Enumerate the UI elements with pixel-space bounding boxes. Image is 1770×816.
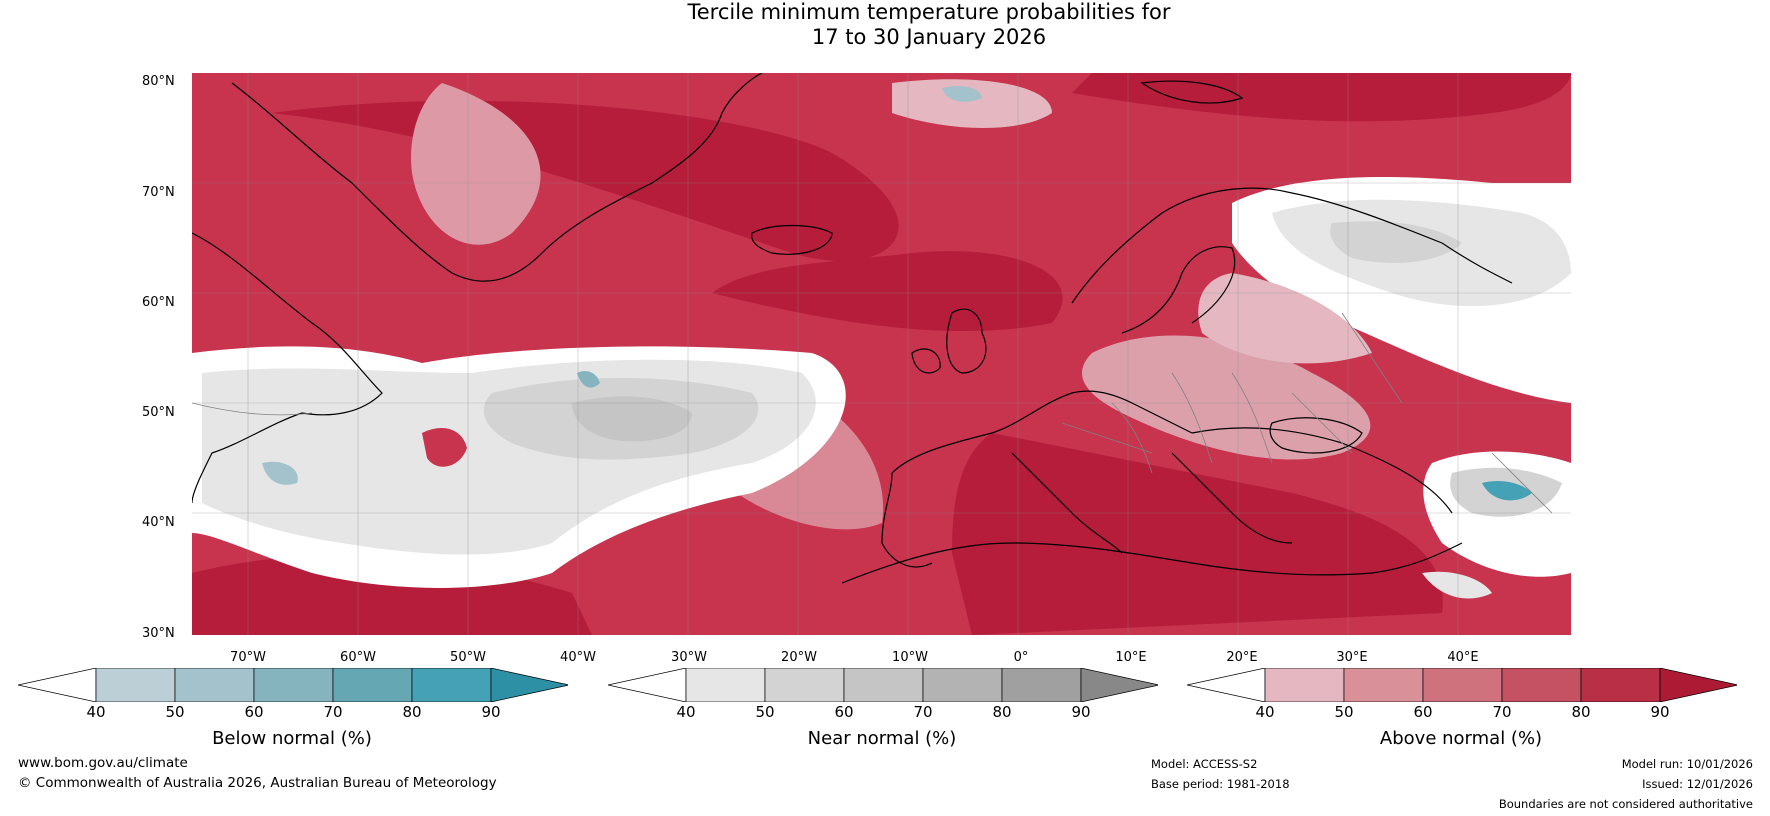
- probability-map: [192, 73, 1571, 635]
- lon-label-30e: 30°E: [1336, 650, 1368, 665]
- colorbar-segment: [922, 668, 1003, 702]
- colorbar-extend-high: [490, 668, 568, 702]
- colorbar-segment: [843, 668, 924, 702]
- colorbar-tick-label: 40: [676, 703, 696, 721]
- colorbar-tick-label: 50: [755, 703, 775, 721]
- colorbar-extend-high: [1080, 668, 1158, 702]
- colorbar-tick-label: 90: [1650, 703, 1670, 721]
- colorbar-segment: [174, 668, 255, 702]
- lat-label-70n: 70°N: [142, 185, 175, 200]
- footer-disclaimer: Boundaries are not considered authoritat…: [1498, 797, 1753, 811]
- title-line-1: Tercile minimum temperature probabilitie…: [687, 0, 1171, 24]
- colorbar-segment: [764, 668, 845, 702]
- colorbar-tick-label: 70: [1492, 703, 1512, 721]
- colorbar-extend-low: [18, 668, 97, 702]
- colorbar-tick-label: 60: [834, 703, 854, 721]
- colorbar-tick-label: 90: [481, 703, 501, 721]
- colorbar-extend-high: [1659, 668, 1737, 702]
- lon-label-20e: 20°E: [1226, 650, 1258, 665]
- lat-label-80n: 80°N: [142, 74, 175, 89]
- footer-model: Model: ACCESS-S2: [1151, 757, 1258, 771]
- colorbar-tick-label: 80: [1571, 703, 1591, 721]
- legend-label-near-normal: Near normal (%): [807, 728, 957, 749]
- colorbar-tick-label: 70: [323, 703, 343, 721]
- footer-model-run: Model run: 10/01/2026: [1621, 757, 1753, 771]
- lon-label-30w: 30°W: [671, 650, 707, 665]
- colorbar-segment: [685, 668, 766, 702]
- lat-label-40n: 40°N: [142, 515, 175, 530]
- lon-label-70w: 70°W: [230, 650, 266, 665]
- colorbar-extend-low: [608, 668, 687, 702]
- title-line-2: 17 to 30 January 2026: [811, 25, 1047, 49]
- colorbar-tick-label: 40: [1255, 703, 1275, 721]
- lon-label-0: 0°: [1013, 650, 1029, 665]
- lon-label-10e: 10°E: [1115, 650, 1147, 665]
- colorbar-segment: [1422, 668, 1503, 702]
- footer-website: www.bom.gov.au/climate: [18, 755, 188, 771]
- lat-label-60n: 60°N: [142, 295, 175, 310]
- colorbar-above-normal: [1187, 668, 1737, 702]
- colorbar-tick-label: 50: [1334, 703, 1354, 721]
- colorbar-segment: [332, 668, 413, 702]
- colorbar-tick-label: 60: [1413, 703, 1433, 721]
- footer-issued: Issued: 12/01/2026: [1642, 777, 1753, 791]
- colorbar-segment: [253, 668, 334, 702]
- footer-base-period: Base period: 1981-2018: [1151, 777, 1290, 791]
- colorbar-segment: [1264, 668, 1345, 702]
- legend-label-above-normal: Above normal (%): [1379, 728, 1543, 749]
- colorbar-near-normal: [608, 668, 1158, 702]
- footer-copyright: © Commonwealth of Australia 2026, Austra…: [18, 775, 497, 791]
- colorbar-tick-label: 60: [244, 703, 264, 721]
- lat-label-50n: 50°N: [142, 405, 175, 420]
- colorbar-tick-label: 80: [992, 703, 1012, 721]
- colorbar-tick-label: 80: [402, 703, 422, 721]
- map-title: Tercile minimum temperature probabilitie…: [0, 0, 1770, 50]
- colorbar-tick-label: 70: [913, 703, 933, 721]
- lon-label-50w: 50°W: [450, 650, 486, 665]
- colorbar-extend-low: [1187, 668, 1266, 702]
- lon-label-60w: 60°W: [340, 650, 376, 665]
- colorbar-tick-label: 90: [1071, 703, 1091, 721]
- colorbar-segment: [411, 668, 492, 702]
- colorbar-below-normal: [18, 668, 568, 702]
- lon-label-20w: 20°W: [781, 650, 817, 665]
- colorbar-tick-label: 50: [165, 703, 185, 721]
- lon-label-10w: 10°W: [892, 650, 928, 665]
- legend-label-below-normal: Below normal (%): [212, 728, 372, 749]
- colorbar-segment: [1343, 668, 1424, 702]
- lon-label-40e: 40°E: [1447, 650, 1479, 665]
- colorbar-segment: [1001, 668, 1082, 702]
- colorbar-segment: [1501, 668, 1582, 702]
- colorbar-tick-label: 40: [86, 703, 106, 721]
- lat-label-30n: 30°N: [142, 626, 175, 641]
- map-graphic: [192, 73, 1571, 635]
- lon-label-40w: 40°W: [560, 650, 596, 665]
- colorbar-segment: [1580, 668, 1661, 702]
- colorbar-segment: [95, 668, 176, 702]
